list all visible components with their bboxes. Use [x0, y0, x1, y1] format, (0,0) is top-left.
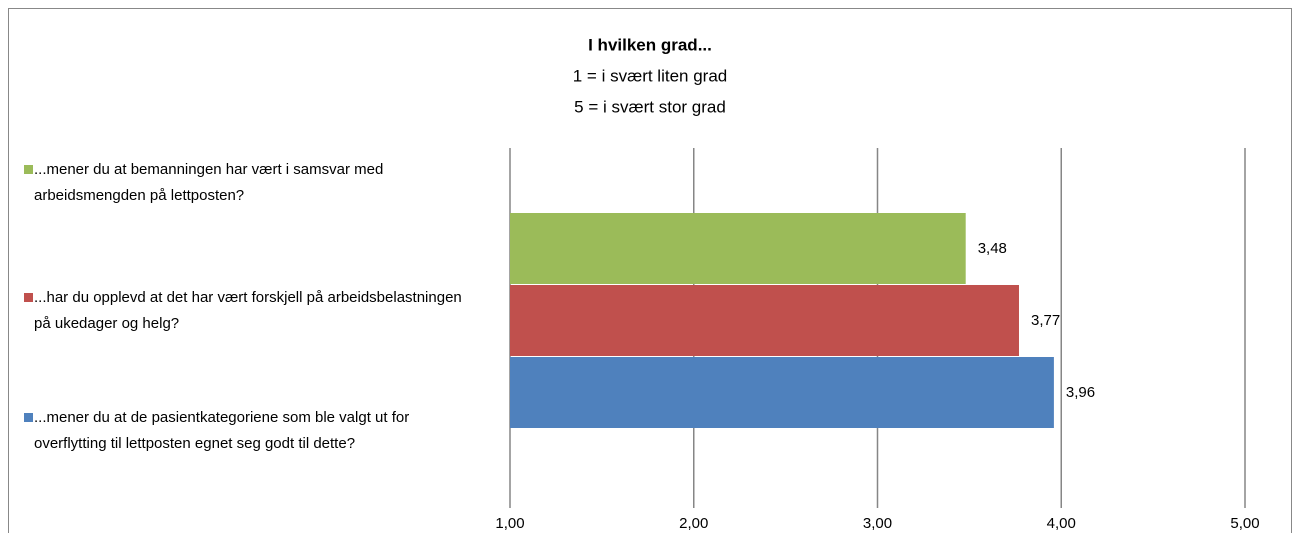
legend-label: ...mener du at de pasientkategoriene som…	[34, 409, 410, 452]
x-tick-label: 1,00	[495, 515, 524, 532]
chart-title: I hvilken grad...	[588, 35, 712, 54]
legend-label: ...mener du at bemanningen har vært i sa…	[34, 161, 384, 204]
data-label: 3,48	[978, 240, 1007, 257]
x-tick-label: 4,00	[1047, 515, 1076, 532]
data-label: 3,77	[1031, 312, 1060, 329]
legend-swatch	[24, 413, 33, 422]
legend-swatch	[24, 293, 33, 302]
legend-label: ...har du opplevd at det har vært forskj…	[34, 289, 462, 332]
bar	[510, 285, 1019, 356]
legend-swatch	[24, 165, 33, 174]
data-label: 3,96	[1066, 384, 1095, 401]
x-tick-label: 5,00	[1230, 515, 1259, 532]
chart-border	[8, 8, 1292, 533]
x-tick-label: 2,00	[679, 515, 708, 532]
x-tick-label: 3,00	[863, 515, 892, 532]
legend-item: ...mener du at de pasientkategoriene som…	[24, 405, 464, 457]
chart-subtitle: 1 = i svært liten grad	[573, 66, 728, 85]
bar	[510, 357, 1054, 428]
legend-item: ...mener du at bemanningen har vært i sa…	[24, 157, 464, 209]
bar	[510, 213, 966, 284]
legend-item: ...har du opplevd at det har vært forskj…	[24, 285, 464, 337]
chart-subtitle: 5 = i svært stor grad	[574, 97, 726, 116]
